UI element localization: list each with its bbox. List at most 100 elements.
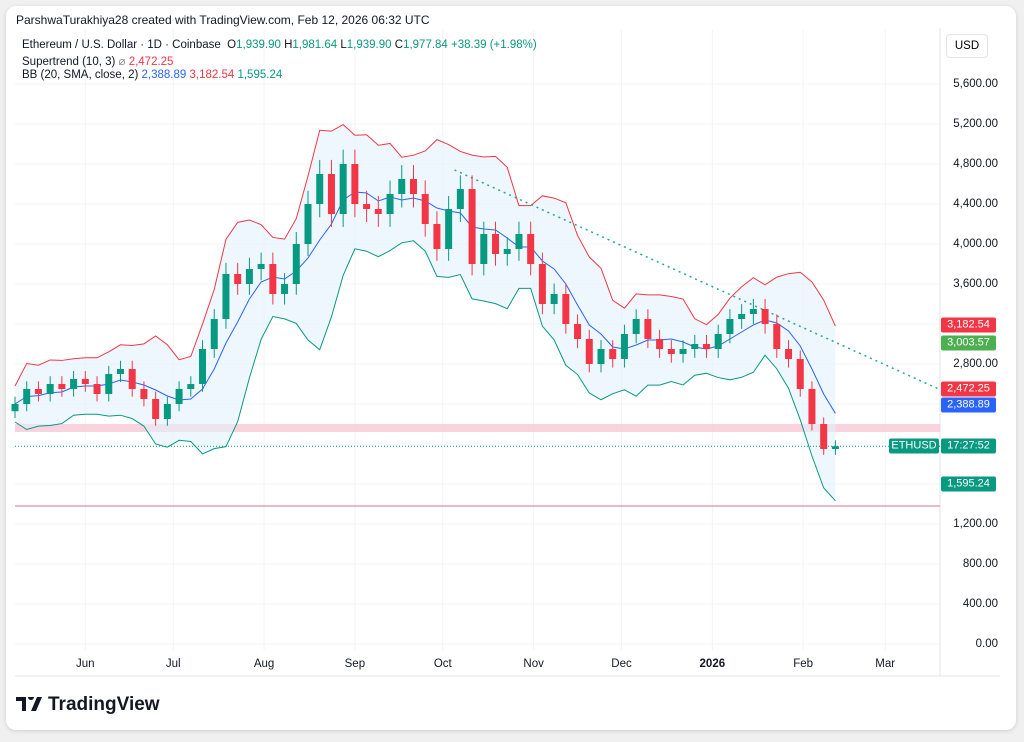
candle: [831, 446, 839, 449]
credit-line: ParshwaTurakhiya28 created with TradingV…: [16, 13, 430, 27]
candle: [456, 189, 464, 209]
trendline: [454, 169, 942, 391]
candle: [433, 224, 441, 249]
bb-lower-line: [14, 240, 836, 502]
candle: [222, 274, 230, 319]
candle: [152, 399, 160, 419]
bb-fill: [15, 124, 836, 501]
tradingview-logo[interactable]: TradingView: [16, 694, 160, 716]
support-zone: [15, 424, 940, 432]
y-tick-label: 800.00: [962, 558, 998, 570]
y-tick-label: 5,600.00: [953, 78, 998, 90]
candle: [116, 369, 124, 374]
symbol-legend: Ethereum / U.S. Dollar · 1D · Coinbase O…: [22, 39, 537, 51]
candle: [714, 334, 722, 349]
change-value: +38.39 (+1.98%): [451, 39, 537, 51]
low-value: 1,939.90: [346, 39, 392, 51]
brand-name: TradingView: [48, 694, 160, 715]
bb-basis-tag: 2,388.89: [941, 397, 996, 413]
candle: [210, 319, 218, 349]
x-tick-label: Oct: [433, 658, 452, 670]
supertrend-value: 2,472.25: [128, 56, 174, 68]
x-tick-label: Nov: [523, 658, 544, 670]
hidden-icon[interactable]: ⌀: [118, 56, 126, 68]
candle: [808, 389, 816, 424]
supertrend-green-tag: 3,003.57: [941, 335, 996, 351]
x-tick-label: Jun: [76, 658, 95, 670]
x-tick-label: 2026: [699, 658, 726, 670]
candle: [820, 424, 828, 449]
candle: [93, 384, 101, 394]
candle: [351, 164, 359, 204]
x-tick-label: Feb: [793, 658, 814, 670]
y-tick-label: 3,600.00: [953, 278, 998, 290]
x-tick-label: Jul: [165, 658, 181, 670]
close-value: 1,977.84: [403, 39, 448, 51]
candle: [339, 164, 347, 214]
candle: [538, 264, 546, 304]
x-tick-label: Sep: [344, 658, 366, 670]
high-value: 1,981.64: [292, 39, 338, 51]
candle: [445, 209, 453, 249]
candle: [199, 349, 207, 384]
y-tick-label: 400.00: [962, 598, 998, 610]
bb-lower-tag: 1,595.24: [941, 476, 996, 492]
candle: [140, 389, 148, 399]
tradingview-logo-icon: [16, 697, 42, 711]
candle: [34, 389, 42, 394]
high-label: H: [284, 39, 293, 51]
candle: [761, 309, 769, 324]
candle: [667, 349, 675, 354]
bb-upper-tag: 3,182.54: [941, 317, 996, 333]
candle: [738, 314, 746, 319]
low-label: L: [340, 39, 347, 51]
currency-button[interactable]: USD: [946, 34, 988, 58]
bb-label: BB (20, SMA, close, 2): [22, 69, 139, 81]
supertrend-tag: 2,472.25: [941, 381, 996, 397]
bb-lower-value: 1,595.24: [237, 69, 283, 81]
open-value: 1,939.90: [236, 39, 281, 51]
candle: [480, 234, 488, 264]
supertrend-legend[interactable]: Supertrend (10, 3) ⌀ 2,472.25: [22, 54, 173, 68]
candle: [398, 179, 406, 194]
y-tick-label: 5,200.00: [953, 118, 998, 130]
candle: [702, 344, 710, 349]
bb-legend[interactable]: BB (20, SMA, close, 2) 2,388.89 3,182.54…: [22, 69, 282, 81]
bb-basis-value: 2,388.89: [141, 69, 187, 81]
candle: [597, 349, 605, 364]
candle: [726, 319, 734, 334]
candle: [644, 319, 652, 339]
y-tick-label: 0.00: [975, 638, 998, 650]
candle: [585, 339, 593, 364]
candle: [11, 404, 19, 412]
candle: [234, 274, 242, 284]
candle: [363, 204, 371, 209]
candle: [257, 264, 265, 269]
candle: [691, 344, 699, 349]
y-tick-label: 4,000.00: [953, 238, 998, 250]
candle: [374, 209, 382, 214]
x-tick-label: Aug: [253, 658, 275, 670]
candle: [562, 294, 570, 324]
candle: [773, 324, 781, 349]
y-tick-label: 4,800.00: [953, 158, 998, 170]
candle: [281, 284, 289, 294]
candle: [468, 189, 476, 264]
open-label: O: [227, 39, 237, 51]
candle: [23, 389, 31, 404]
candle: [128, 369, 136, 389]
x-tick-label: Dec: [611, 658, 632, 670]
close-label: C: [394, 39, 404, 51]
y-tick-label: 2,800.00: [953, 358, 998, 370]
candle: [269, 264, 277, 294]
candle: [163, 404, 171, 419]
candle: [409, 179, 417, 194]
candle: [70, 379, 78, 389]
candle: [327, 174, 335, 214]
candle: [58, 384, 66, 389]
candle: [656, 339, 664, 349]
candle: [46, 384, 54, 394]
symbol-title: Ethereum / U.S. Dollar · 1D · Coinbase: [22, 39, 221, 51]
candle: [105, 374, 113, 394]
